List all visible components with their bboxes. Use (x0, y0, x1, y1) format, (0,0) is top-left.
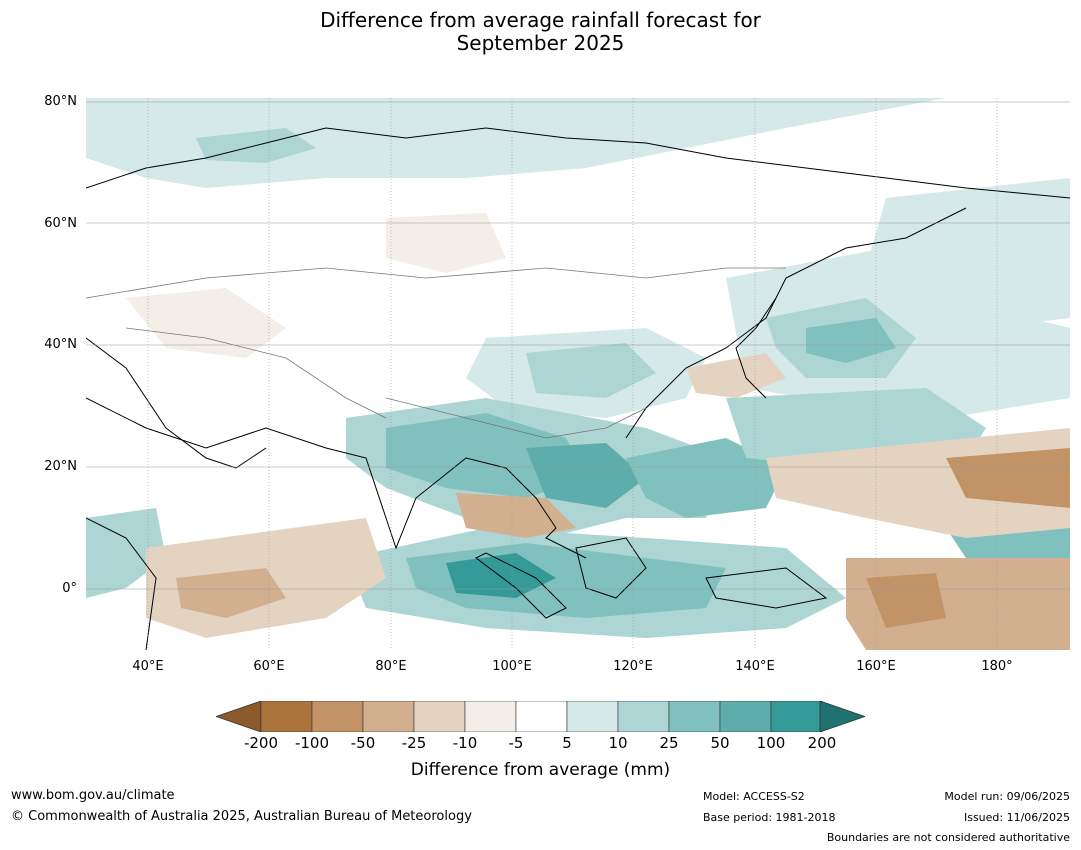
coast-east-asia (625, 207, 967, 439)
colorbar-bin (260, 701, 313, 732)
colorbar-tick-label: -10 (452, 734, 478, 752)
coast-new-guinea (705, 567, 828, 609)
colorbar-tick-label: -25 (401, 734, 427, 752)
lon-label-100e: 100°E (492, 659, 532, 674)
map-title: Difference from average rainfall forecas… (0, 9, 1081, 55)
lon-label-40e: 40°E (132, 659, 164, 674)
colorbar-tick-label: 5 (562, 734, 572, 752)
lon-label-160e: 160°E (856, 659, 896, 674)
dry-zone-japan (686, 353, 786, 398)
boundary-disclaimer: Boundaries are not considered authoritat… (826, 831, 1070, 844)
wet-zone-arctic (86, 98, 946, 188)
dry-anomaly-zones (126, 213, 1070, 650)
wet-zone-bay-of-bengal (386, 413, 586, 498)
wet-zone-maritime-core (446, 553, 556, 598)
coast-sumatra (475, 552, 567, 619)
coast-eurasia-north (86, 127, 1070, 199)
title-line-1: Difference from average rainfall forecas… (320, 8, 761, 32)
map-svg (86, 98, 1070, 650)
colorbar-arrow-low (216, 701, 262, 732)
colorbar-tick-label: 100 (756, 734, 786, 752)
website-link[interactable]: www.bom.gov.au/climate (11, 788, 175, 803)
colorbar-bin (617, 701, 670, 732)
colorbar-tick-label: 50 (710, 734, 730, 752)
coast-japan (735, 297, 777, 399)
colorbar-bins (260, 701, 823, 732)
colorbar-bin (770, 701, 823, 732)
wet-zone-tibet (526, 343, 656, 398)
lon-label-80e: 80°E (375, 659, 407, 674)
colorbar-bin (362, 701, 415, 732)
colorbar-tick-label: -50 (350, 734, 376, 752)
wet-zone-africa (86, 508, 166, 598)
dry-zone-central-asia (126, 288, 286, 358)
lat-label-40n: 40°N (44, 337, 77, 352)
wet-zone-indo-china (526, 443, 646, 508)
colorbar-tick-label: 10 (608, 734, 628, 752)
graticule (86, 98, 1070, 650)
colorbar-bin (668, 701, 721, 732)
model-run-date: Model run: 09/06/2025 (944, 790, 1070, 803)
wet-zone-bering (866, 178, 1070, 328)
colorbar-bin (464, 701, 517, 732)
wet-anomaly-zones (86, 98, 1070, 638)
colorbar-title: Difference from average (mm) (410, 760, 671, 780)
colorbar-tick-label: -100 (294, 734, 330, 752)
dry-zone-north-pacific-core (946, 448, 1070, 508)
wet-zone-pacific-core (806, 318, 896, 363)
border-russia (86, 267, 786, 299)
copyright-text: © Commonwealth of Australia 2025, Austra… (11, 809, 472, 824)
colorbar-bin (413, 701, 466, 732)
dry-zone-south-pacific-core (866, 573, 946, 628)
lon-label-180: 180° (981, 659, 1013, 674)
coast-south-asia (86, 397, 587, 559)
lat-label-0: 0° (62, 581, 77, 596)
coastlines (86, 127, 1070, 650)
coast-arabia (86, 337, 267, 469)
base-period: Base period: 1981-2018 (703, 811, 836, 824)
border-central-asia (125, 327, 387, 419)
lon-label-120e: 120°E (613, 659, 653, 674)
lon-label-60e: 60°E (253, 659, 285, 674)
model-name: Model: ACCESS-S2 (703, 790, 805, 803)
country-borders (86, 267, 786, 439)
coast-borneo (575, 537, 647, 599)
colorbar-tick-label: 25 (659, 734, 679, 752)
colorbar-tick-label: 200 (807, 734, 837, 752)
colorbar-tick-label: -5 (508, 734, 524, 752)
title-line-2: September 2025 (456, 31, 625, 55)
lat-label-60n: 60°N (44, 216, 77, 231)
issued-date: Issued: 11/06/2025 (963, 811, 1070, 824)
colorbar-bin (515, 701, 568, 732)
colorbar-bin (311, 701, 364, 732)
dry-zone-indian-ocean-core (176, 568, 286, 618)
dry-zone-siberia (386, 213, 506, 273)
lat-label-80n: 80°N (44, 94, 77, 109)
lat-label-20n: 20°N (44, 459, 77, 474)
coast-africa (86, 517, 157, 650)
dry-zone-thailand (456, 493, 576, 538)
rainfall-map (86, 98, 1070, 650)
colorbar-tick-label: -200 (243, 734, 279, 752)
lon-label-140e: 140°E (735, 659, 775, 674)
colorbar (216, 701, 865, 732)
border-china (385, 397, 647, 439)
colorbar-bin (719, 701, 772, 732)
colorbar-bin (566, 701, 619, 732)
colorbar-arrow-high (819, 701, 865, 732)
